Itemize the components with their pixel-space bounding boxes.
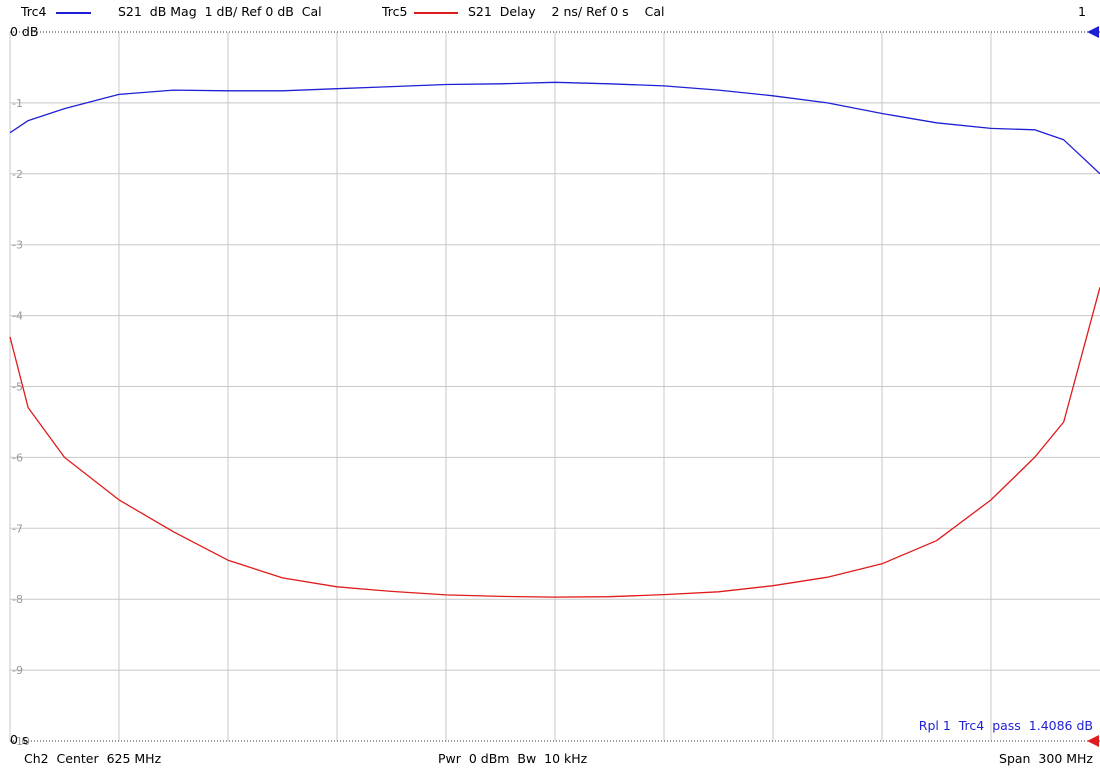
trc5-reference-label: 0 s bbox=[10, 732, 29, 747]
y-tick-label: -4 bbox=[12, 310, 23, 323]
y-tick-label: -8 bbox=[12, 593, 23, 606]
power-bandwidth-info[interactable]: Pwr 0 dBm Bw 10 kHz bbox=[438, 751, 588, 766]
y-tick-label: -1 bbox=[12, 97, 23, 110]
trc5-trace-line bbox=[9, 287, 1100, 598]
frequency-span[interactable]: Span 300 MHz bbox=[999, 751, 1093, 766]
trace5-settings[interactable]: S21 Delay 2 ns/ Ref 0 s Cal bbox=[468, 4, 665, 19]
channel-center-frequency[interactable]: Ch2 Center 625 MHz bbox=[24, 751, 162, 766]
ripple-limit-status: Rpl 1 Trc4 pass 1.4086 dB bbox=[918, 718, 1093, 733]
trace4-name[interactable]: Trc4 bbox=[21, 4, 47, 19]
y-tick-label: -9 bbox=[12, 664, 23, 677]
y-tick-label: -3 bbox=[12, 239, 23, 252]
window-number[interactable]: 1 bbox=[1078, 4, 1086, 19]
y-tick-label: -10 bbox=[12, 735, 30, 748]
trace4-color-swatch bbox=[56, 12, 91, 14]
trace5-name[interactable]: Trc5 bbox=[382, 4, 408, 19]
trc4-reference-marker bbox=[1087, 26, 1099, 38]
y-tick-label: -5 bbox=[12, 381, 23, 394]
y-tick-label: -6 bbox=[12, 451, 23, 464]
trc4-reference-label: 0 dB bbox=[10, 24, 39, 39]
y-tick-label: -7 bbox=[12, 522, 23, 535]
trace5-color-swatch bbox=[414, 12, 458, 14]
trc4-trace-line bbox=[9, 81, 1100, 175]
trace4-settings[interactable]: S21 dB Mag 1 dB/ Ref 0 dB Cal bbox=[118, 4, 322, 19]
trc5-reference-marker bbox=[1087, 735, 1099, 747]
y-tick-label: -2 bbox=[12, 168, 23, 181]
